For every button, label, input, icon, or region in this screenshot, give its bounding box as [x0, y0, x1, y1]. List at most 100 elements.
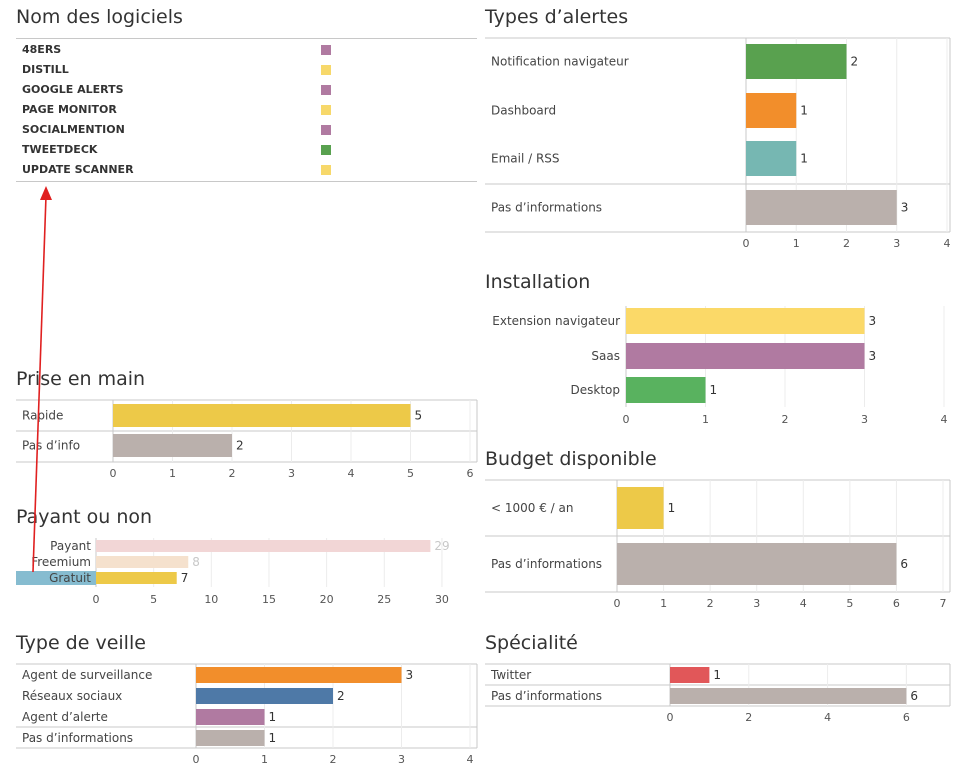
- legend-title: Nom des logiciels: [16, 6, 183, 28]
- category-label: Pas d’informations: [491, 201, 602, 215]
- annotation-arrow-line: [32, 195, 47, 573]
- bar: [96, 556, 189, 568]
- x-tick-label: 10: [204, 593, 218, 606]
- chart-title-prise-en-main: Prise en main: [16, 368, 146, 390]
- x-tick-label: 5: [150, 593, 157, 606]
- bar: [670, 667, 710, 683]
- x-tick-label: 3: [288, 467, 295, 480]
- bar-value-label: 1: [800, 104, 808, 118]
- category-label: < 1000 € / an: [491, 501, 574, 515]
- category-label: Rapide: [22, 409, 63, 423]
- x-tick-label: 3: [398, 753, 405, 766]
- bar: [113, 404, 411, 427]
- chart-title-payant: Payant ou non: [16, 506, 153, 528]
- bar: [196, 709, 265, 725]
- x-tick-label: 3: [753, 597, 760, 610]
- legend-swatch: [321, 85, 331, 95]
- bar-value-label: 1: [710, 383, 718, 397]
- x-tick-label: 1: [261, 753, 268, 766]
- legend-item-label: DISTILL: [22, 63, 69, 76]
- bar: [746, 44, 847, 79]
- x-tick-label: 1: [702, 413, 709, 426]
- category-label: Desktop: [571, 383, 621, 397]
- category-highlight: [16, 571, 96, 585]
- legend-swatch: [321, 165, 331, 175]
- category-label: Gratuit: [49, 571, 91, 585]
- bar: [96, 540, 431, 552]
- legend-swatch: [321, 105, 331, 115]
- x-tick-label: 7: [940, 597, 947, 610]
- bar: [196, 688, 333, 704]
- chart-title-budget: Budget disponible: [485, 448, 657, 470]
- category-label: Dashboard: [491, 104, 556, 118]
- x-tick-label: 0: [93, 593, 100, 606]
- x-tick-label: 4: [348, 467, 355, 480]
- x-tick-label: 3: [893, 237, 900, 250]
- bar-value-label: 1: [269, 710, 277, 724]
- bar-value-label: 1: [668, 501, 676, 515]
- category-label: Notification navigateur: [491, 55, 629, 69]
- legend-item-label: TWEETDECK: [22, 143, 98, 156]
- x-tick-label: 4: [800, 597, 807, 610]
- bar: [746, 141, 797, 176]
- x-tick-label: 0: [614, 597, 621, 610]
- category-label: Payant: [50, 539, 91, 553]
- category-label: Agent d’alerte: [22, 710, 108, 724]
- annotation-arrow-head: [40, 186, 52, 200]
- category-label: Saas: [591, 349, 620, 363]
- bar: [617, 487, 664, 529]
- bar: [670, 688, 907, 704]
- chart-title-installation: Installation: [485, 271, 591, 293]
- category-label: Réseaux sociaux: [22, 689, 122, 703]
- x-tick-label: 4: [944, 237, 951, 250]
- x-tick-label: 4: [467, 753, 474, 766]
- bar-value-label: 5: [415, 409, 423, 423]
- x-tick-label: 1: [793, 237, 800, 250]
- chart-title-type-veille: Type de veille: [16, 632, 146, 654]
- x-tick-label: 0: [193, 753, 200, 766]
- category-label: Agent de surveillance: [22, 668, 152, 682]
- bar-value-label: 3: [869, 314, 877, 328]
- x-tick-label: 2: [843, 237, 850, 250]
- x-tick-label: 2: [745, 711, 752, 724]
- x-tick-label: 0: [743, 237, 750, 250]
- x-tick-label: 2: [330, 753, 337, 766]
- x-tick-label: 5: [407, 467, 414, 480]
- x-tick-label: 2: [782, 413, 789, 426]
- x-tick-label: 1: [660, 597, 667, 610]
- bar-value-label: 3: [869, 349, 877, 363]
- x-tick-label: 30: [435, 593, 449, 606]
- bar-value-label: 6: [910, 689, 918, 703]
- legend-swatch: [321, 65, 331, 75]
- legend-item-label: GOOGLE ALERTS: [22, 83, 124, 96]
- legend-item-label: SOCIALMENTION: [22, 123, 125, 136]
- legend-item-label: 48ERS: [22, 43, 62, 56]
- category-label: Pas d’informations: [491, 557, 602, 571]
- bar: [196, 730, 265, 746]
- x-tick-label: 4: [824, 711, 831, 724]
- bar-value-label: 8: [192, 555, 200, 569]
- bar: [746, 93, 797, 128]
- x-tick-label: 1: [169, 467, 176, 480]
- bar-value-label: 1: [713, 668, 721, 682]
- bar: [626, 308, 865, 334]
- x-tick-label: 0: [667, 711, 674, 724]
- x-tick-label: 2: [229, 467, 236, 480]
- x-tick-label: 6: [903, 711, 910, 724]
- bar-value-label: 29: [434, 539, 449, 553]
- category-label: Email / RSS: [491, 152, 560, 166]
- x-tick-label: 15: [262, 593, 276, 606]
- x-tick-label: 0: [623, 413, 630, 426]
- category-label: Freemium: [31, 555, 91, 569]
- bar: [96, 572, 177, 584]
- bar-value-label: 2: [236, 439, 244, 453]
- legend-swatch: [321, 45, 331, 55]
- x-tick-label: 25: [377, 593, 391, 606]
- category-label: Twitter: [490, 668, 531, 682]
- bar-value-label: 1: [269, 731, 277, 745]
- bar: [113, 434, 232, 457]
- x-tick-label: 4: [941, 413, 948, 426]
- x-tick-label: 2: [707, 597, 714, 610]
- bar: [196, 667, 402, 683]
